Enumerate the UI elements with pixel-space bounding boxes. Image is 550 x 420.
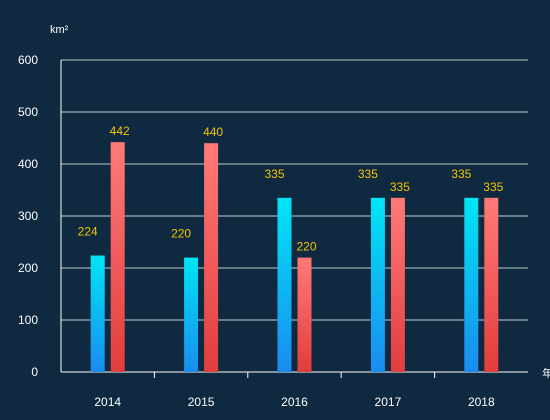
y-tick-label: 400 [18,157,38,171]
data-label: 220 [296,240,316,254]
data-label: 335 [483,180,503,194]
bar-series1 [370,197,385,372]
data-label: 335 [451,167,471,181]
bar-series2 [110,142,125,372]
bar-series1 [184,257,199,372]
x-tick-label: 2016 [281,395,308,409]
data-label: 224 [78,225,98,239]
x-axis: 2014 2015 2016 2017 2018 [61,371,528,409]
bar-series2 [484,197,499,372]
data-label: 220 [171,227,191,241]
bar-series2 [390,197,405,372]
y-tick-label: 100 [18,313,38,327]
x-tick-label: 2014 [94,395,121,409]
y-tick-label: 300 [18,209,38,223]
y-tick-label: 200 [18,261,38,275]
bar-series1 [277,197,292,372]
data-label: 335 [264,167,284,181]
data-label: 440 [203,125,223,139]
bar-series2 [204,143,219,372]
y-tick-label: 0 [31,365,38,379]
y-tick-label: 500 [18,105,38,119]
x-tick-label: 2015 [188,395,215,409]
grid-lines [61,59,528,321]
bars [90,142,499,372]
bar-series1 [90,255,105,372]
bar-series1 [464,197,479,372]
data-label: 335 [390,180,410,194]
y-tick-label: 600 [18,53,38,67]
y-axis: 0 100 200 300 400 500 600 [18,53,62,379]
x-tick-label: 2017 [375,395,402,409]
data-label: 442 [110,124,130,138]
y-axis-unit-label: km² [50,24,69,36]
x-tick-label: 2018 [468,395,495,409]
data-label: 335 [358,167,378,181]
data-labels: 224 442 220 440 335 220 335 335 335 335 [78,124,504,253]
bar-series2 [297,257,312,372]
x-axis-unit-label: 年 [542,366,550,380]
